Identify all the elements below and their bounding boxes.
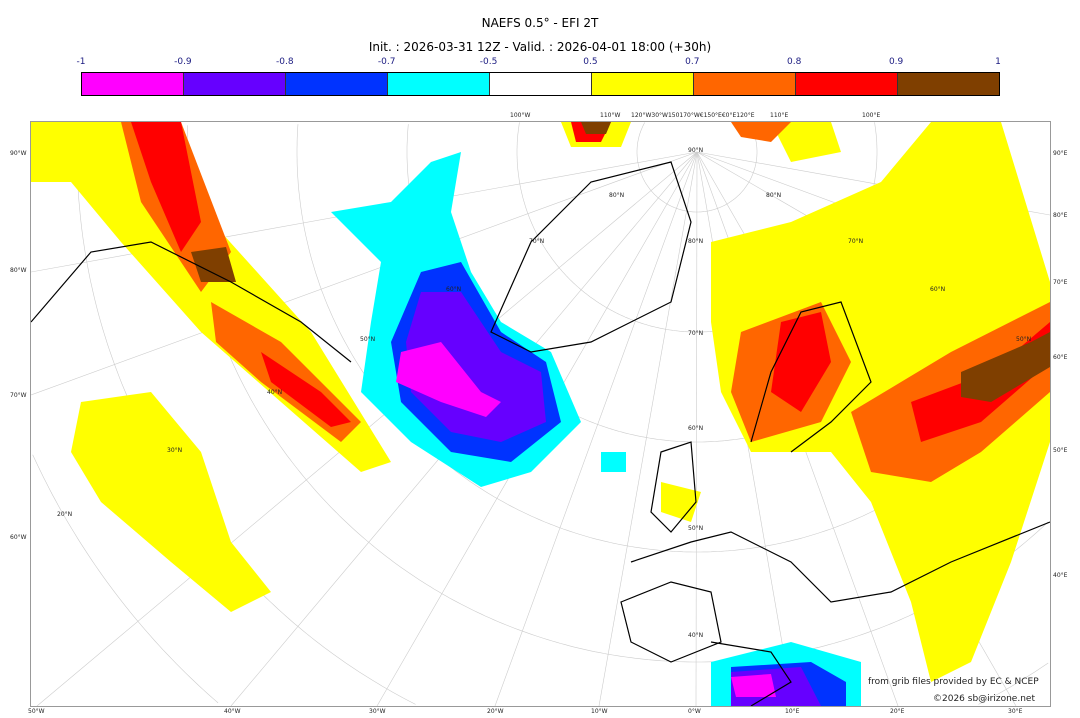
longitude-label: 20°E: [890, 708, 905, 715]
latitude-label: 60°N: [688, 425, 704, 432]
colorbar-segment: [490, 73, 592, 95]
efi-brown-areas: [191, 122, 1050, 402]
longitude-label: 90°W: [10, 150, 27, 157]
longitude-label: 10°E: [785, 708, 800, 715]
longitude-label: 120°W30°W150170°W€150°E€0°E120°E: [631, 112, 755, 119]
longitude-label: 100°E: [862, 112, 881, 119]
coastlines: [31, 161, 1050, 706]
latitude-label: 70°N: [529, 238, 545, 245]
latitude-label: 40°N: [688, 632, 704, 639]
latitude-label: 80°N: [609, 192, 625, 199]
latitude-circle: [32, 454, 219, 704]
longitude-label: 20°W: [487, 708, 504, 715]
colorbar-segment: [592, 73, 694, 95]
colorbar-tick: 0.5: [583, 57, 598, 67]
colorbar-tick: -0.5: [479, 57, 498, 67]
colorbar-segment: [286, 73, 388, 95]
colorbar-tick: -1: [76, 57, 86, 67]
longitude-label: 30°E: [1008, 708, 1023, 715]
source-credit: from grib files provided by EC & NCEP: [868, 677, 1039, 687]
colorbar-segment: [694, 73, 796, 95]
colorbar-segment: [898, 73, 999, 95]
latitude-label: 60°N: [930, 286, 946, 293]
longitude-label: 90°E: [1053, 150, 1068, 157]
longitude-label: 10°W: [591, 708, 608, 715]
map-area: [30, 121, 1051, 707]
map-subtitle: Init. : 2026-03-31 12Z - Valid. : 2026-0…: [368, 40, 712, 54]
colorbar-segment: [388, 73, 490, 95]
longitude-label: 50°E: [1053, 447, 1068, 454]
longitude-label: 60°W: [10, 534, 27, 541]
longitude-label: 0°W: [688, 708, 701, 715]
colorbar-tick: -0.7: [377, 57, 396, 67]
latitude-label: 60°N: [446, 286, 462, 293]
map-title: NAEFS 0.5° - EFI 2T: [481, 16, 599, 30]
colorbar-tick: -0.9: [174, 57, 192, 67]
longitude-label: 70°E: [1053, 279, 1068, 286]
colorbar: [81, 72, 1000, 96]
longitude-label: 40°W: [224, 708, 241, 715]
longitude-label: 30°W: [369, 708, 386, 715]
latitude-label: 90°N: [688, 147, 704, 154]
longitude-label: 110°W: [600, 112, 621, 119]
longitude-label: 70°W: [10, 392, 27, 399]
latitude-label: 70°N: [848, 238, 864, 245]
latitude-label: 50°N: [688, 525, 704, 532]
efi-magenta-areas: [396, 342, 776, 697]
colorbar-tick: -0.8: [275, 57, 294, 67]
longitude-label: 60°E: [1053, 354, 1068, 361]
latitude-label: 20°N: [57, 511, 73, 518]
colorbar-tick: 1: [995, 57, 1001, 67]
colorbar-tick: 0.8: [787, 57, 802, 67]
latitude-circle: [636, 122, 758, 213]
copyright-credit: ©2026 sb@irizone.net: [933, 694, 1035, 704]
latitude-label: 50°N: [360, 336, 376, 343]
efi-field: [31, 122, 1050, 706]
colorbar-segment: [82, 73, 184, 95]
longitude-label: 40°E: [1053, 572, 1068, 579]
latitude-label: 50°N: [1016, 336, 1032, 343]
colorbar-tick: 0.7: [685, 57, 700, 67]
latitude-circle: [874, 122, 878, 152]
latitude-circle: [978, 662, 1049, 705]
colorbar-segment: [796, 73, 898, 95]
longitude-label: 80°W: [10, 267, 27, 274]
longitude-label: 100°W: [510, 112, 531, 119]
longitude-label: 80°E: [1053, 212, 1068, 219]
latitude-label: 40°N: [267, 389, 283, 396]
latitude-label: 80°N: [766, 192, 782, 199]
colorbar-segment: [184, 73, 286, 95]
colorbar-tick: 0.9: [888, 57, 904, 67]
latitude-label: 70°N: [688, 330, 704, 337]
latitude-label: 30°N: [167, 447, 183, 454]
latitude-label: 80°N: [688, 238, 704, 245]
longitude-label: 110°E: [770, 112, 789, 119]
longitude-label: 50°W: [28, 708, 45, 715]
